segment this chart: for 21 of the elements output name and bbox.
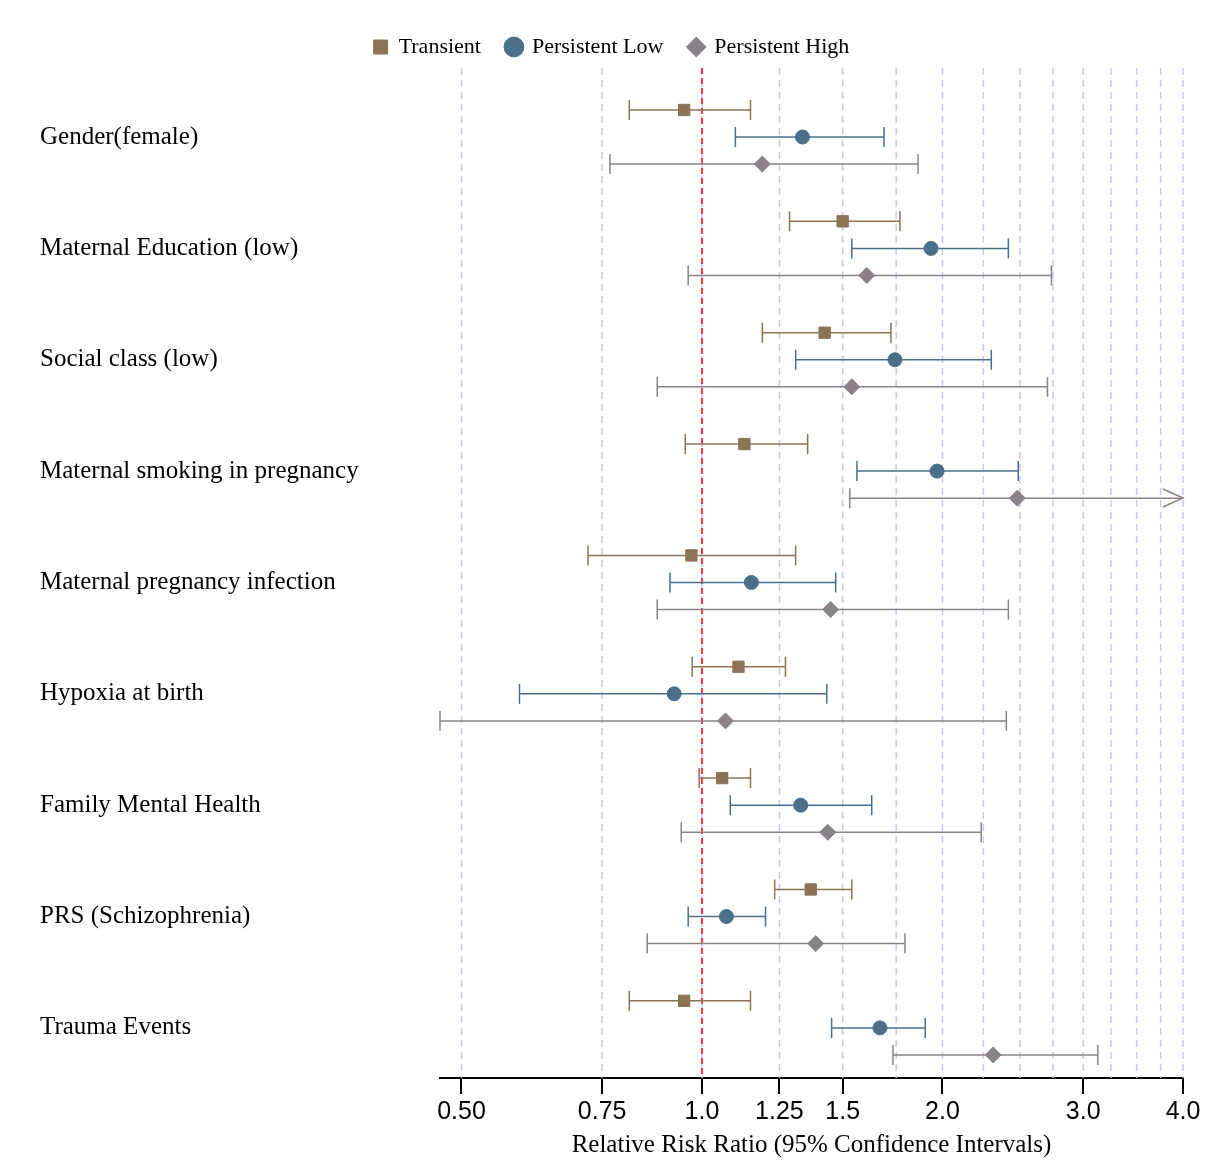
x-axis-title: Relative Risk Ratio (95% Confidence Intervals)	[571, 1129, 1052, 1158]
legend-label: Persistent Low	[531, 32, 664, 58]
y-tick-label: Trauma Events	[40, 1012, 192, 1040]
x-tick-label: 3.0	[1065, 1095, 1101, 1124]
x-tick-label: 1.25	[755, 1095, 804, 1124]
x-tick-label: 2.0	[925, 1095, 960, 1124]
x-tick-label: 4.0	[1165, 1095, 1201, 1124]
y-tick-label: Maternal Education (low)	[40, 232, 299, 261]
x-tick-label: 0.75	[577, 1095, 627, 1124]
y-tick-label: Maternal pregnancy infection	[40, 567, 337, 595]
x-tick-label: 1.5	[825, 1095, 861, 1124]
y-tick-label: Maternal smoking in pregnancy	[40, 455, 360, 483]
y-tick-label: Gender(female)	[40, 121, 199, 150]
x-tick-label: 0.50	[437, 1095, 486, 1124]
y-tick-label: Family Mental Health	[40, 789, 262, 817]
legend-label: Transient	[398, 32, 481, 58]
y-tick-label: Hypoxia at birth	[40, 678, 205, 706]
legend-label: Persistent High	[714, 32, 850, 58]
x-tick-label: 1.0	[684, 1095, 720, 1124]
y-tick-label: PRS (Schizophrenia)	[40, 901, 251, 930]
y-tick-label: Social class (low)	[40, 344, 218, 373]
